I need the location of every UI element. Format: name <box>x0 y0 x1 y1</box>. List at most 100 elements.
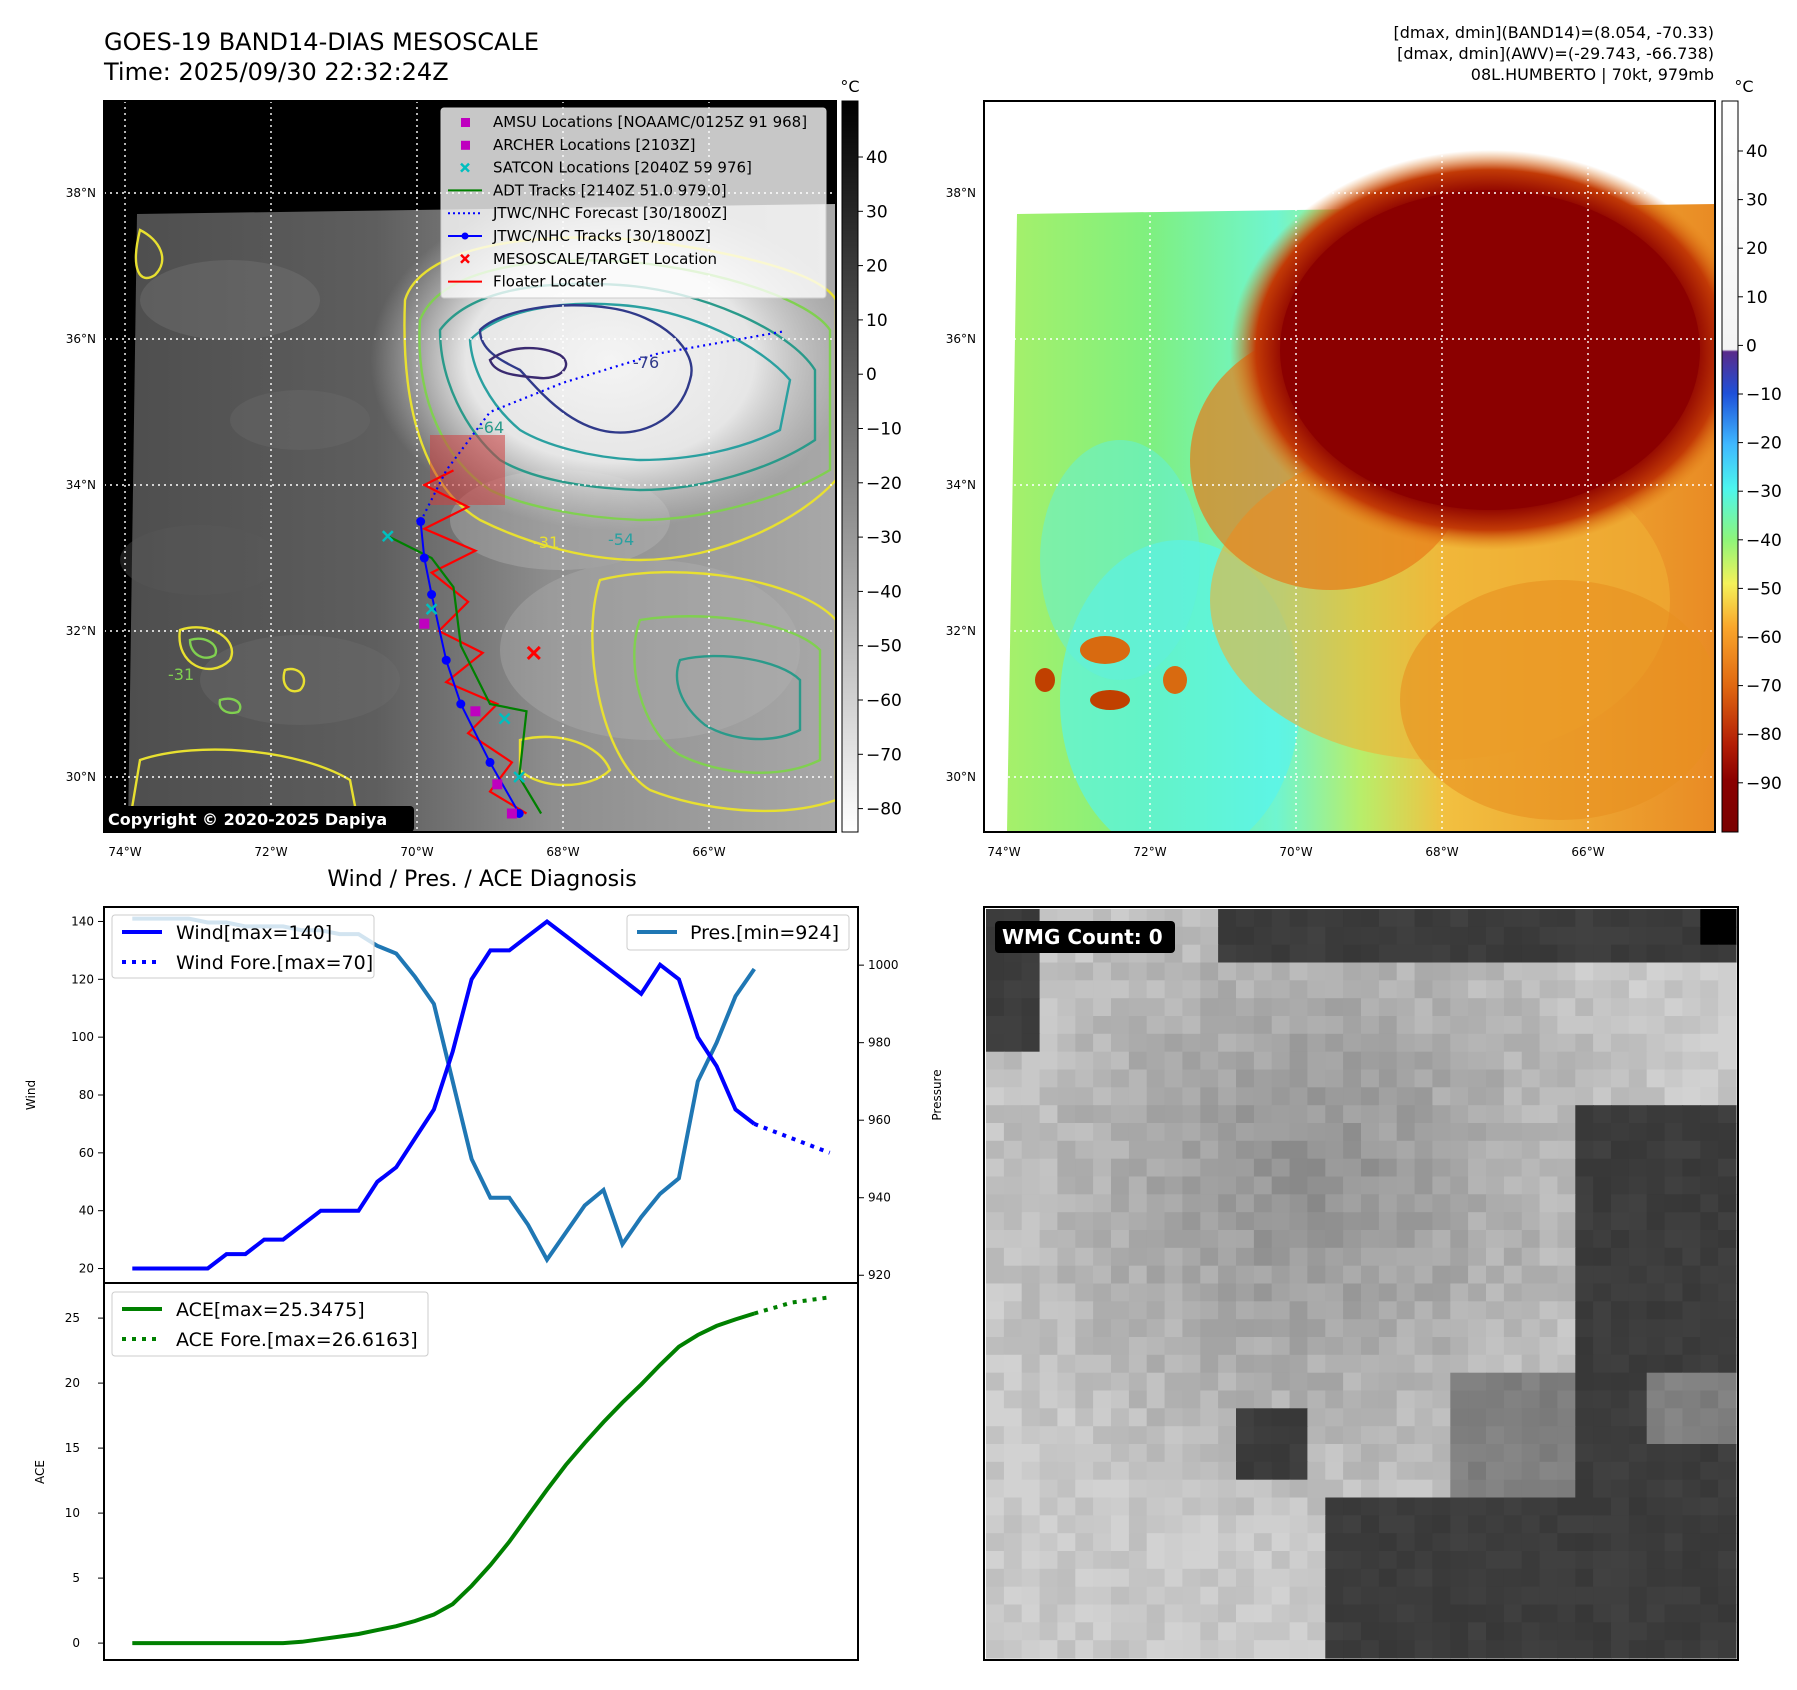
wmg-pixel <box>1003 1140 1023 1160</box>
wmg-pixel <box>1539 1194 1559 1213</box>
wmg-pixel <box>1450 1176 1469 1195</box>
wmg-pixel <box>1361 1283 1380 1302</box>
wmg-pixel <box>1039 1479 1059 1499</box>
wmg-pixel <box>1003 1426 1023 1445</box>
wmg-pixel <box>1575 1604 1594 1623</box>
wmg-pixel <box>1611 926 1630 946</box>
wmg-pixel <box>1575 1105 1594 1124</box>
wmg-pixel <box>1111 998 1130 1017</box>
wmg-pixel <box>1289 1479 1309 1499</box>
title-line-2: Time: 2025/09/30 22:32:24Z <box>103 58 449 86</box>
wmg-pixel <box>986 1265 1005 1285</box>
wmg-pixel <box>1003 1640 1023 1659</box>
wmg-pixel <box>1432 1354 1451 1374</box>
wmg-pixel <box>1164 1586 1184 1606</box>
wmg-pixel <box>1003 1176 1023 1195</box>
wmg-pixel <box>1611 998 1630 1017</box>
wmg-pixel <box>1450 1354 1469 1374</box>
wmg-pixel <box>1361 1230 1380 1249</box>
wmg-pixel <box>1593 1140 1612 1160</box>
wmg-pixel <box>1128 980 1148 999</box>
wmg-pixel <box>1111 1461 1130 1481</box>
wmg-pixel <box>1682 1354 1701 1374</box>
wmg-pixel <box>1182 1622 1201 1641</box>
wmg-pixel <box>1557 1158 1576 1178</box>
wmg-pixel <box>1575 1087 1594 1106</box>
wmg-pixel <box>1057 1247 1076 1267</box>
wmg-pixel <box>1664 1461 1684 1481</box>
wmg-pixel <box>1468 1158 1487 1178</box>
wmg-pixel <box>1271 1051 1291 1071</box>
wmg-pixel <box>1128 1301 1148 1320</box>
wmg-pixel <box>1646 1230 1666 1249</box>
wmg-pixel <box>1521 1479 1541 1499</box>
wmg-pixel <box>1646 1337 1666 1356</box>
wmg-pixel <box>1039 1408 1059 1427</box>
wmg-pixel <box>1682 998 1701 1017</box>
wmg-pixel <box>1646 1140 1666 1160</box>
wmg-pixel <box>1343 1354 1362 1374</box>
wmg-pixel <box>1486 909 1505 928</box>
wmg-pixel <box>1200 1604 1219 1623</box>
wmg-pixel <box>1271 1301 1291 1320</box>
wmg-pixel <box>986 1105 1005 1124</box>
wmg-pixel <box>1628 1426 1648 1445</box>
wmg-pixel <box>1218 1586 1237 1606</box>
wmg-pixel <box>1682 1158 1701 1178</box>
gray-tick-label: −10 <box>866 420 902 440</box>
wmg-pixel <box>1521 1533 1541 1552</box>
wmg-pixel <box>1486 1158 1505 1178</box>
wmg-pixel <box>1575 1123 1594 1142</box>
wmg-pixel <box>1396 1497 1416 1516</box>
wmg-pixel <box>1093 1140 1112 1160</box>
wmg-pixel <box>1146 1051 1166 1071</box>
wmg-pixel <box>1075 1123 1094 1142</box>
wmg-pixel <box>1503 1568 1523 1588</box>
wmg-pixel <box>1414 1301 1434 1320</box>
wmg-pixel <box>1432 962 1451 981</box>
wmg-pixel <box>1468 1301 1487 1320</box>
wmg-pixel <box>1503 1033 1523 1053</box>
wmg-pixel <box>1075 1033 1094 1053</box>
wmg-pixel <box>1236 1408 1255 1427</box>
wmg-pixel <box>1093 1444 1112 1463</box>
wmg-pixel <box>1039 1426 1059 1445</box>
wmg-pixel <box>1182 1212 1201 1231</box>
wmg-pixel <box>1396 1622 1416 1641</box>
wmg-pixel <box>1361 1640 1380 1659</box>
wmg-pixel <box>1414 1230 1434 1249</box>
wmg-pixel <box>1218 1158 1237 1178</box>
wmg-pixel <box>1093 1426 1112 1445</box>
wmg-pixel <box>1218 909 1237 928</box>
wmg-pixel <box>1396 1301 1416 1320</box>
wmg-pixel <box>1253 1586 1273 1606</box>
wmg-pixel <box>1164 1354 1184 1374</box>
wmg-pixel <box>1378 1087 1398 1106</box>
wmg-pixel <box>1307 1586 1326 1606</box>
wmg-pixel <box>1486 1105 1505 1124</box>
wmg-pixel <box>1182 1230 1201 1249</box>
wmg-pixel <box>1503 1461 1523 1481</box>
wmg-pixel <box>1057 1461 1076 1481</box>
wmg-pixel <box>1503 944 1523 964</box>
wmg-pixel <box>1557 944 1576 964</box>
wmg-pixel <box>1414 1461 1434 1481</box>
wmg-pixel <box>1450 1087 1469 1106</box>
wmg-pixel <box>1628 1551 1648 1570</box>
wmg-pixel <box>1450 1586 1469 1606</box>
wmg-pixel <box>1450 1301 1469 1320</box>
legend-item-0-label: AMSU Locations [NOAAMC/0125Z 91 968] <box>493 113 807 131</box>
wmg-pixel <box>1611 1123 1630 1142</box>
wmg-pixel <box>1664 1408 1684 1427</box>
wmg-pixel <box>1128 1568 1148 1588</box>
wmg-pixel <box>1432 1033 1451 1053</box>
wmg-pixel <box>1218 1051 1237 1071</box>
wmg-pixel <box>1503 1354 1523 1374</box>
wmg-pixel <box>1611 1158 1630 1178</box>
wmg-pixel <box>1218 1194 1237 1213</box>
satcon-marker <box>498 712 511 725</box>
wmg-pixel <box>1593 980 1612 999</box>
wmg-pixel <box>1718 1372 1737 1392</box>
wmg-pixel <box>1700 1551 1719 1570</box>
wmg-pixel <box>1021 1230 1041 1249</box>
